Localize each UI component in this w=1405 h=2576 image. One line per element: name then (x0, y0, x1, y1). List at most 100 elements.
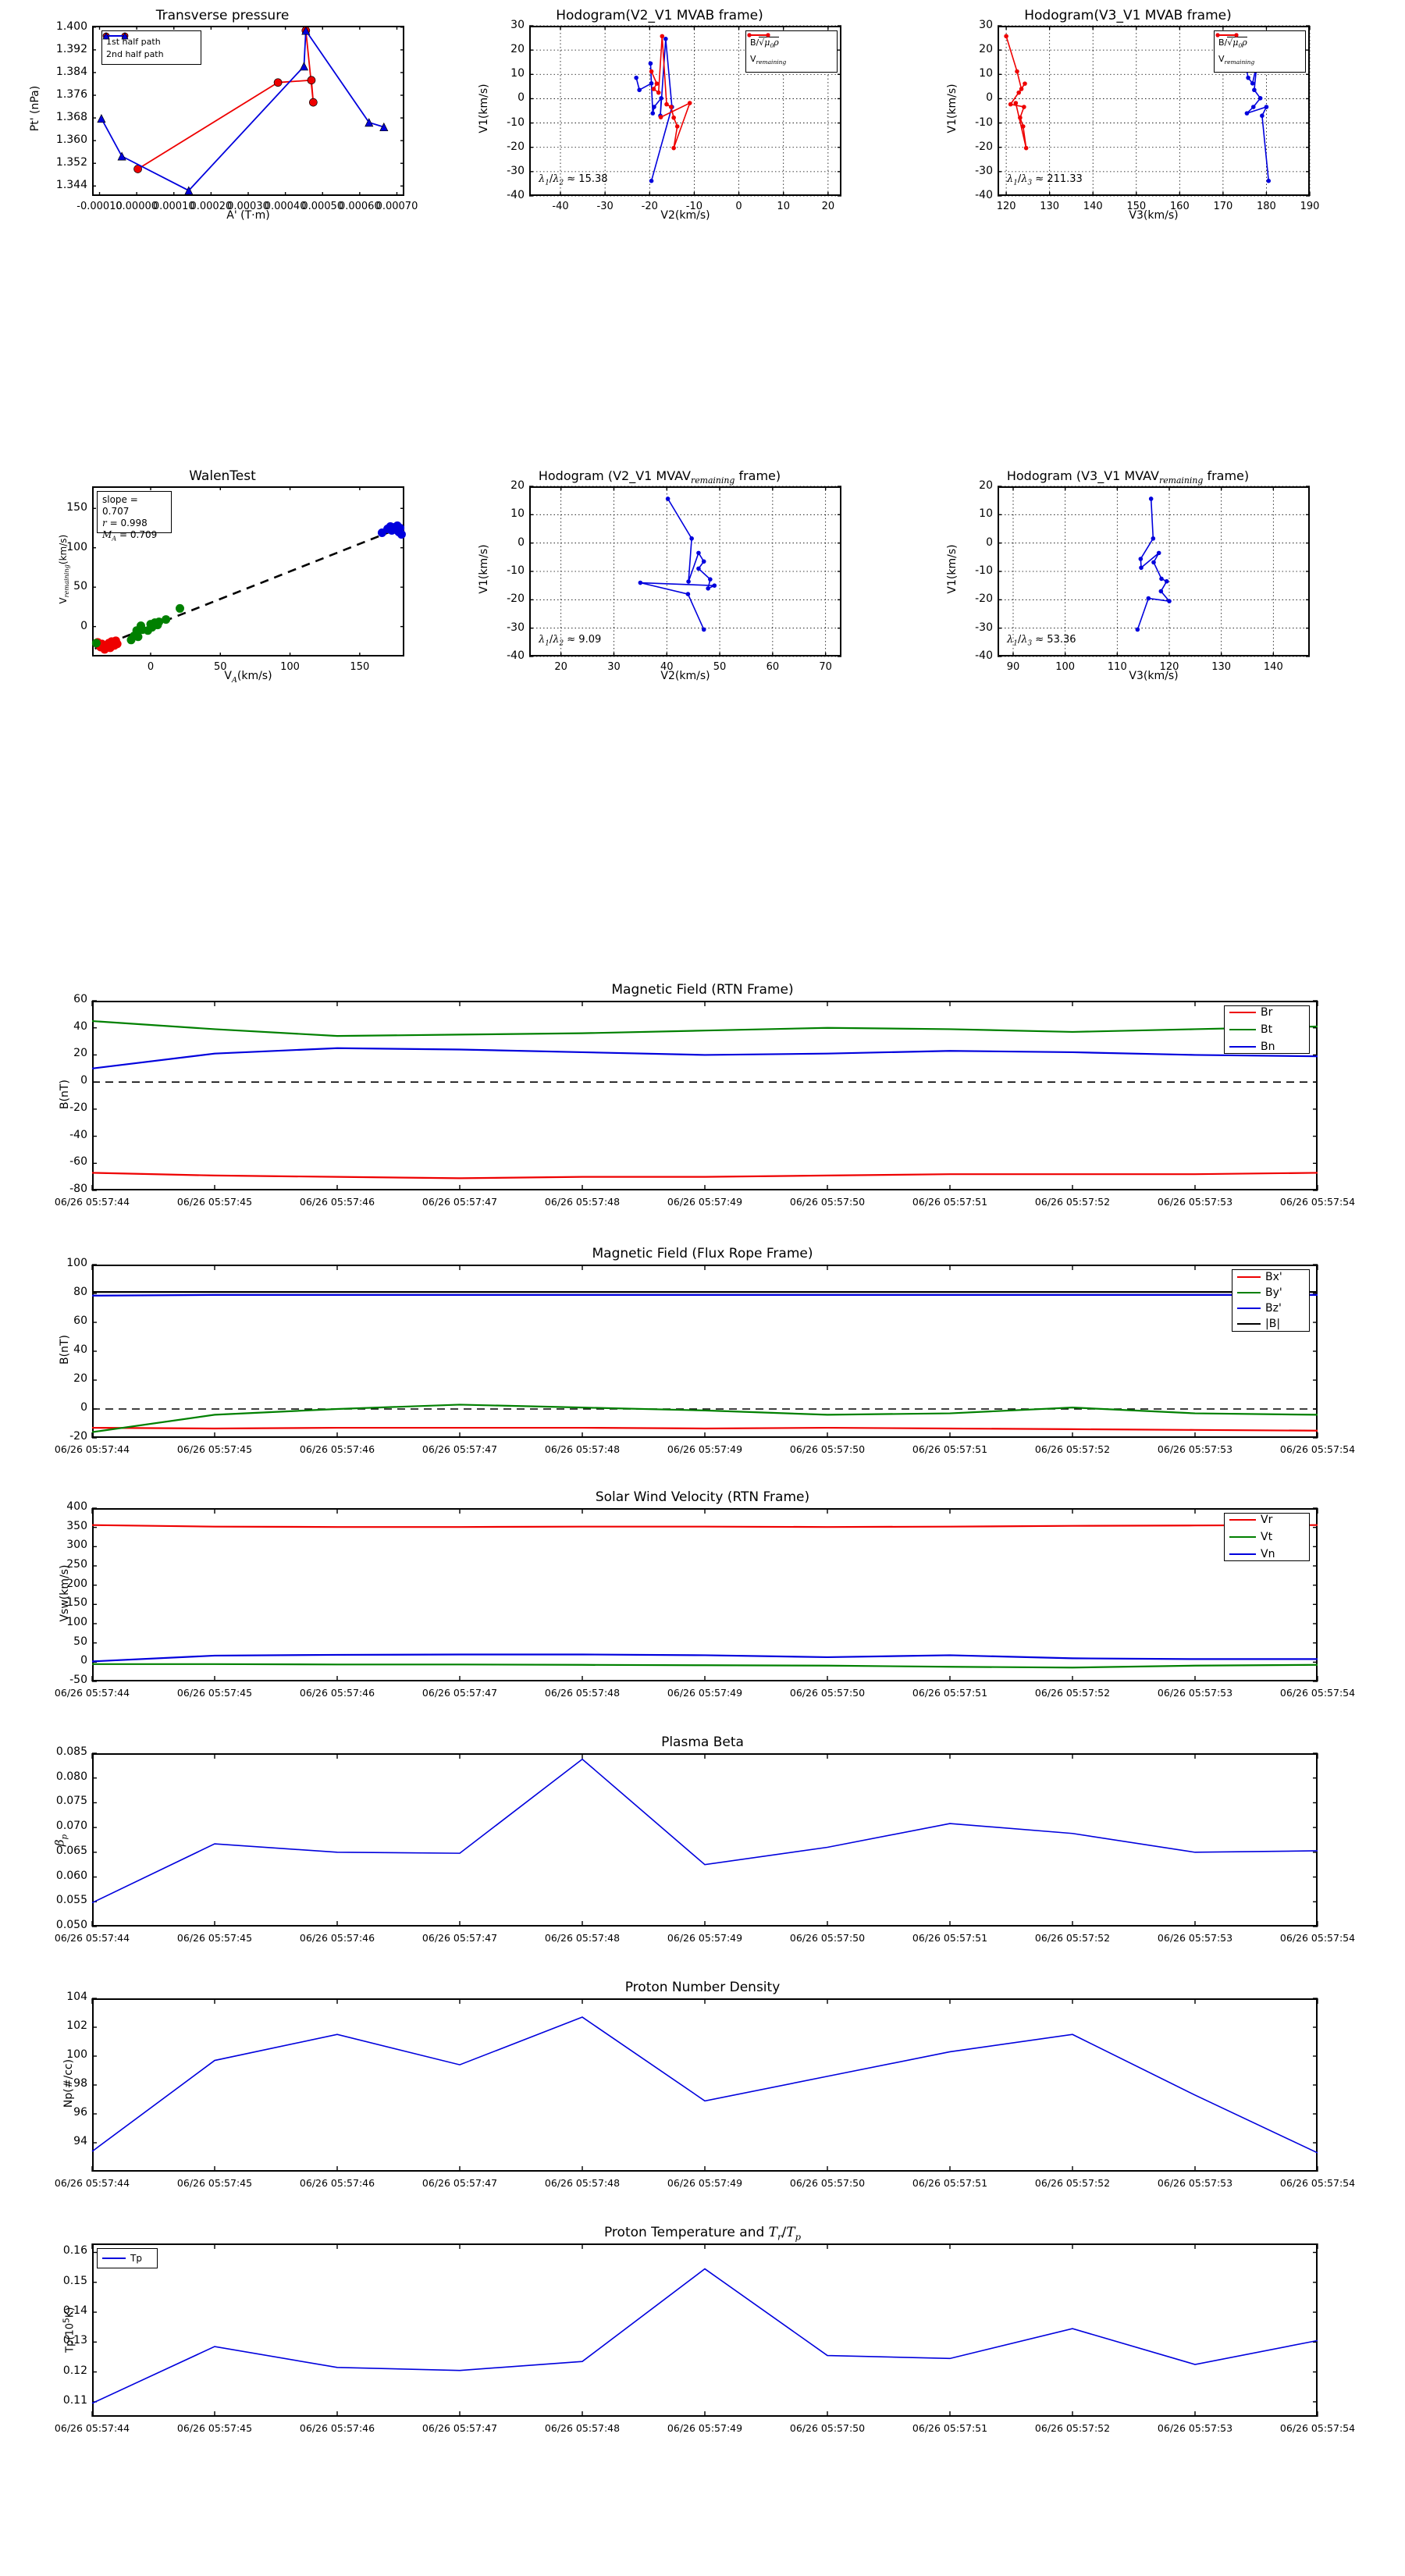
eigenvalue-ratio-value: ≈ 9.09 (567, 634, 602, 646)
slope-value: slope = 0.707 (102, 494, 138, 517)
axis-tick-label: 400 (66, 1500, 87, 1513)
axis-tick-label: 06/26 05:57:53 (1157, 1196, 1233, 1208)
axis-tick-label: 0.14 (62, 2304, 87, 2318)
axis-tick-label: -40 (507, 189, 525, 201)
legend-label-vr: Vr (1261, 1514, 1273, 1526)
axis-tick-label: 50 (713, 661, 727, 673)
legend: Br Bt Bn (1224, 1005, 1310, 1054)
legend-label-alfven: B/√μ0ρ (1218, 37, 1247, 50)
axis-tick-label: 1.400 (55, 20, 87, 33)
legend-label-vn: Vn (1261, 1548, 1275, 1560)
axis-tick-label: 40 (73, 1019, 87, 1033)
axis-tick-label: -10 (507, 564, 525, 577)
axis-tick-label: 60 (73, 993, 87, 1005)
legend-label-bn: Bn (1261, 1041, 1275, 1053)
axis-tick-label: 1.344 (55, 179, 87, 192)
axis-tick-label: 06/26 05:57:51 (912, 1443, 988, 1455)
axis-tick-label: 0 (735, 201, 742, 212)
axis-tick-label: 30 (607, 661, 621, 673)
legend-item-br: Br (1229, 1006, 1309, 1019)
axis-tick-label: 06/26 05:57:45 (176, 1196, 253, 1208)
legend: Vr Vt Vn (1224, 1513, 1310, 1561)
axis-tick-label: 0.15 (62, 2274, 87, 2287)
axis-tick-label: 06/26 05:57:50 (789, 1687, 866, 1699)
axis-tick-label: 0.00050 (301, 201, 344, 212)
axis-tick-label: 06/26 05:57:52 (1034, 1687, 1111, 1699)
legend-item-vr: Vr (1229, 1514, 1309, 1526)
axis-tick-label: -80 (69, 1183, 87, 1195)
axis-tick-label: 50 (73, 580, 87, 593)
axis-tick-label: 90 (1006, 661, 1020, 673)
axis-tick-label: 100 (66, 540, 87, 553)
axis-tick-label: 0 (986, 535, 993, 549)
axis-tick-label: 0.060 (55, 1869, 87, 1882)
plot-svg (91, 1507, 1318, 1682)
axis-tick-label: 06/26 05:57:51 (912, 1932, 988, 1944)
axis-tick-label: 0.055 (55, 1894, 87, 1907)
axis-tick-label: 180 (1257, 201, 1276, 212)
axis-tick-label: 150 (350, 661, 370, 673)
legend: 1st half path 2nd half path (101, 30, 201, 65)
legend-swatch-bmag (1237, 1323, 1261, 1325)
legend-label-br: Br (1261, 1006, 1273, 1019)
plot-svg (91, 1000, 1318, 1191)
axis-tick-label: 0 (80, 1401, 87, 1414)
legend-marker-line-red (747, 33, 770, 37)
axis-tick-label: 20 (979, 479, 993, 492)
legend-item-by: By' (1237, 1286, 1309, 1299)
axis-tick-label: 06/26 05:57:47 (422, 1932, 498, 1944)
axis-tick-label: 20 (821, 201, 835, 212)
axis-tick-label: 20 (554, 661, 567, 673)
panel-title: Magnetic Field (Flux Rope Frame) (592, 1246, 813, 1261)
panel-title: Proton Number Density (624, 1980, 781, 1995)
plot-svg (91, 1752, 1318, 1927)
eigenvalue-ratio-value: ≈ 211.33 (1035, 173, 1083, 185)
axis-tick-label: 0.00020 (190, 201, 233, 212)
axis-tick-label: 06/26 05:57:49 (667, 1443, 743, 1455)
legend-label-tp: Tp (130, 2253, 142, 2264)
axis-tick-label: -10 (975, 564, 993, 577)
axis-tick-label: 06/26 05:57:46 (299, 1932, 375, 1944)
legend-marker-triangle (102, 32, 129, 40)
axis-tick-label: 06/26 05:57:54 (1279, 2177, 1356, 2189)
axis-tick-label: 06/26 05:57:50 (789, 1932, 866, 1944)
axis-tick-label: 06/26 05:57:49 (667, 2177, 743, 2189)
axis-tick-label: 06/26 05:57:52 (1034, 2177, 1111, 2189)
axis-tick-label: 0.050 (55, 1919, 87, 1931)
legend-label-bx: Bx' (1265, 1271, 1282, 1283)
axis-tick-label: 0.00070 (375, 201, 418, 212)
axis-tick-label: 06/26 05:57:49 (667, 2422, 743, 2434)
axis-tick-label: 10 (510, 507, 525, 521)
axis-tick-label: 06/26 05:57:54 (1279, 1443, 1356, 1455)
x-axis-label: V2(km/s) (660, 209, 710, 222)
panel-title: Plasma Beta (661, 1735, 744, 1750)
plot-svg (998, 486, 1310, 657)
legend: Tp (97, 2248, 158, 2268)
axis-tick-label: 0.085 (55, 1745, 87, 1758)
legend: B/√μ0ρ Vremaining (1214, 30, 1306, 73)
plot-svg (529, 25, 841, 197)
axis-tick-label: 06/26 05:57:50 (789, 1443, 866, 1455)
axis-tick-label: 96 (73, 2106, 87, 2119)
axis-tick-label: 0 (986, 91, 993, 105)
axis-tick-label: 80 (73, 1286, 87, 1298)
axis-tick-label: 100 (280, 661, 300, 673)
axis-tick-label: 110 (1107, 661, 1127, 673)
panel-title: Hodogram(V3_V1 MVAB frame) (1024, 8, 1232, 23)
plot-svg (91, 1264, 1318, 1439)
legend-label: 1st half path (106, 36, 161, 47)
axis-tick-label: 350 (66, 1519, 87, 1532)
axis-tick-label: 06/26 05:57:45 (176, 2177, 253, 2189)
eigenvalue-ratio-value: ≈ 15.38 (567, 173, 608, 185)
axis-tick-label: -10 (507, 116, 525, 129)
axis-tick-label: -60 (69, 1155, 87, 1169)
axis-tick-label: -30 (975, 164, 993, 177)
axis-tick-label: 100 (66, 1257, 87, 1269)
axis-tick-label: 150 (66, 1596, 87, 1610)
axis-tick-label: -10 (975, 116, 993, 129)
axis-tick-label: 06/26 05:57:46 (299, 1687, 375, 1699)
axis-tick-label: 98 (73, 2077, 87, 2090)
x-axis-label: V3(km/s) (1129, 670, 1179, 682)
axis-tick-label: 50 (214, 661, 227, 673)
plot-svg (91, 1998, 1318, 2172)
